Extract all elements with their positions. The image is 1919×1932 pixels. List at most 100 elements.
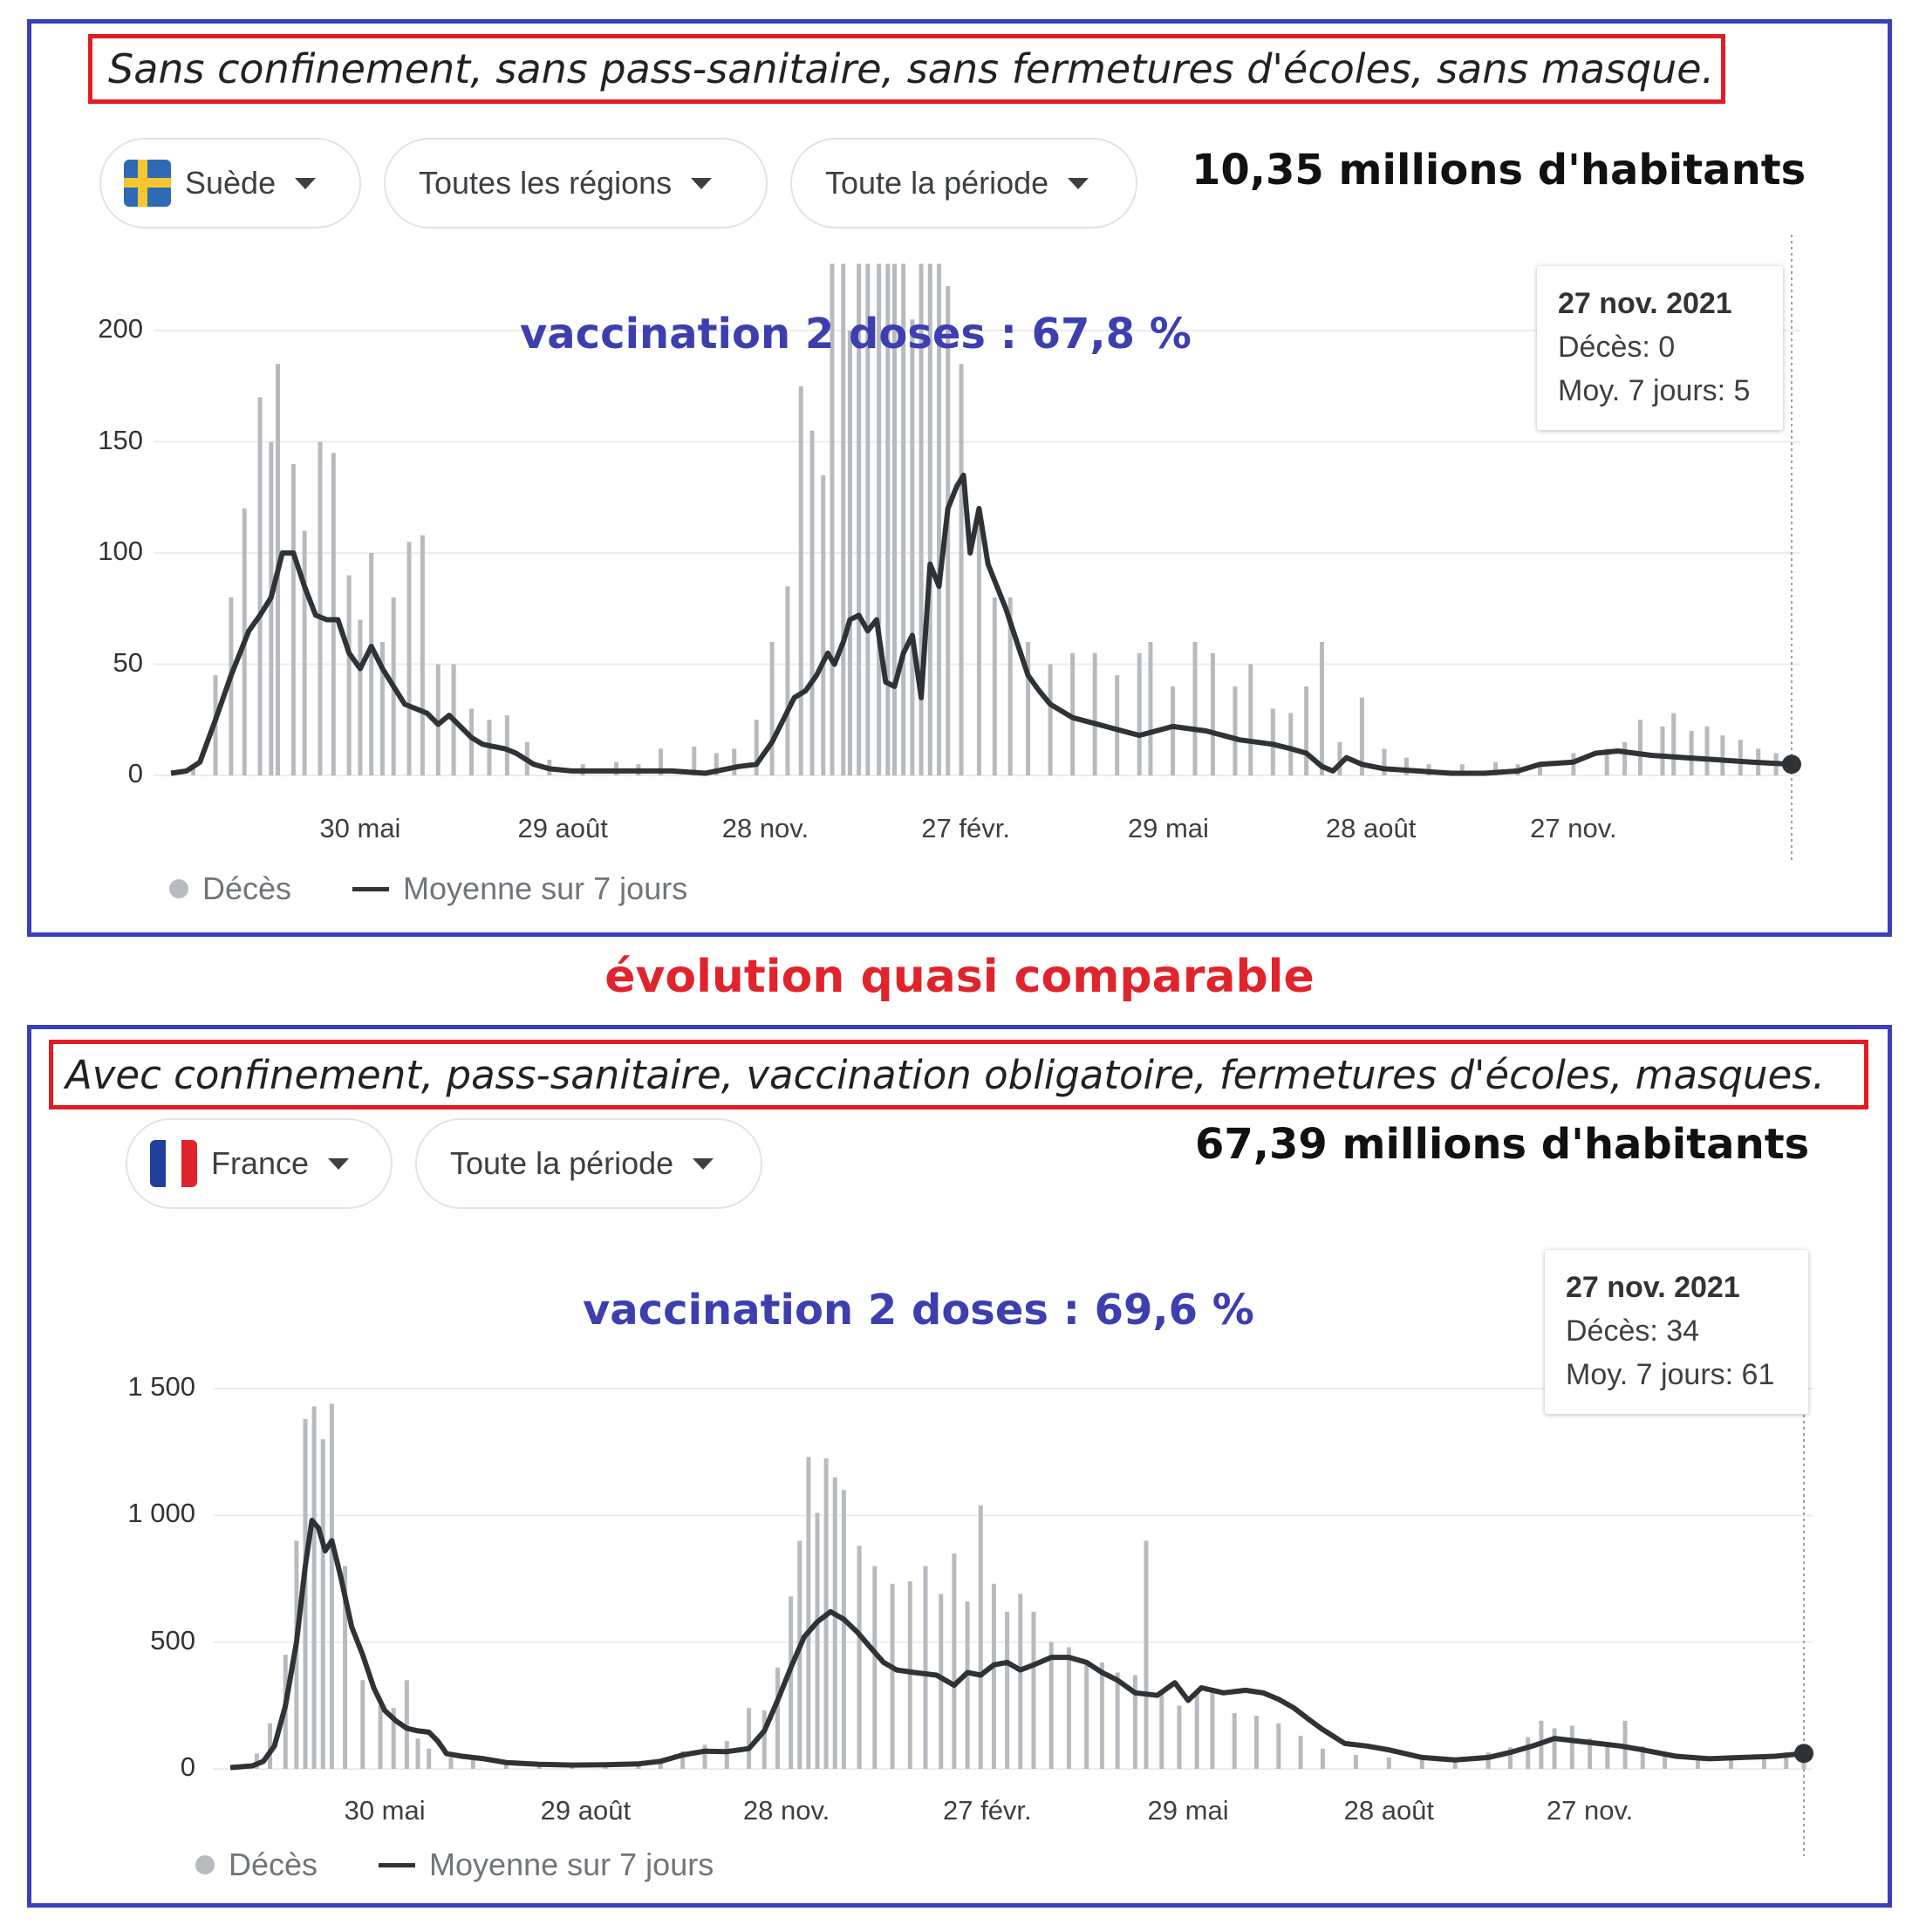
death-bar — [1233, 686, 1238, 775]
country-dropdown[interactable]: Suède — [99, 138, 361, 229]
death-bar — [1005, 1611, 1010, 1769]
france-flag-icon — [150, 1140, 197, 1187]
tooltip-date: 27 nov. 2021 — [1558, 287, 1732, 320]
death-bar — [1761, 1755, 1766, 1769]
france-legend: Décès Moyenne sur 7 jours — [195, 1847, 714, 1883]
death-bar — [1640, 1745, 1645, 1769]
death-bar — [1801, 1760, 1806, 1769]
y-tick-label: 1 500 — [127, 1371, 195, 1402]
death-bar — [907, 1580, 912, 1769]
sweden-panel: Sans confinement, sans pass-sanitaire, s… — [27, 19, 1892, 937]
country-dropdown[interactable]: France — [126, 1118, 393, 1209]
death-bar — [1588, 1738, 1593, 1769]
death-bar — [1386, 1757, 1391, 1769]
country-dropdown-label: Suède — [185, 165, 277, 201]
death-bar — [391, 1708, 396, 1769]
death-bar — [939, 1594, 944, 1769]
sweden-tooltip: 27 nov. 2021 Décès: 0 Moy. 7 jours: 5 — [1537, 266, 1783, 430]
death-bar — [1485, 1752, 1491, 1769]
death-bar — [857, 263, 862, 775]
death-bar — [1048, 1642, 1054, 1769]
death-bar — [1637, 720, 1642, 775]
region-dropdown[interactable]: Toutes les régions — [384, 138, 768, 229]
death-bar — [1177, 1705, 1182, 1769]
y-tick-label: 1 000 — [127, 1498, 195, 1529]
average-line — [229, 1518, 1805, 1771]
legend-line-swatch — [379, 1862, 416, 1867]
sweden-population: 10,35 millions d'habitants — [1192, 146, 1806, 195]
death-bar — [320, 1439, 325, 1769]
x-tick-label: 29 août — [517, 813, 608, 843]
death-bar — [815, 1512, 820, 1769]
death-bar — [1170, 686, 1175, 775]
death-bar — [1622, 741, 1628, 775]
chevron-down-icon — [693, 1157, 714, 1170]
death-bar — [714, 753, 719, 775]
death-bar — [923, 1566, 928, 1769]
sweden-deaths-chart — [154, 235, 1801, 863]
death-bar — [865, 263, 871, 775]
death-bar — [1459, 764, 1465, 775]
death-bar — [1337, 741, 1342, 775]
death-bar — [754, 720, 759, 775]
end-point-marker — [1794, 1744, 1813, 1764]
death-bar — [1099, 1662, 1104, 1769]
death-bar — [885, 263, 891, 775]
death-bar — [890, 1583, 895, 1769]
death-bar — [1382, 748, 1387, 775]
death-bar — [841, 263, 846, 775]
death-bar — [841, 1490, 846, 1769]
death-bar — [404, 1680, 409, 1769]
x-tick-label: 28 nov. — [721, 813, 809, 843]
death-bar — [1115, 1672, 1120, 1769]
france-population: 67,39 millions d'habitants — [1195, 1120, 1810, 1169]
sweden-flag-icon — [124, 160, 171, 207]
death-bar — [692, 746, 697, 775]
death-bar — [303, 1418, 308, 1769]
period-dropdown[interactable]: Toute la période — [790, 138, 1137, 229]
period-dropdown[interactable]: Toute la période — [415, 1118, 762, 1209]
death-bar — [415, 1738, 420, 1769]
death-bar — [809, 430, 815, 775]
death-bar — [1137, 652, 1142, 775]
death-bar — [1084, 1662, 1089, 1769]
death-bar — [229, 597, 234, 775]
death-bar — [1248, 664, 1253, 775]
chevron-down-icon — [328, 1157, 350, 1170]
death-bar — [877, 263, 882, 775]
death-bar — [785, 586, 790, 775]
death-bar — [1604, 748, 1609, 775]
x-tick-label: 27 nov. — [1530, 813, 1617, 843]
death-bar — [1304, 686, 1309, 775]
death-bar — [992, 597, 997, 775]
y-tick-label: 150 — [98, 424, 143, 455]
death-bar — [830, 263, 835, 775]
death-bar — [331, 453, 336, 775]
death-bar — [311, 1406, 317, 1769]
death-bar — [1689, 731, 1694, 775]
end-point-marker — [1782, 754, 1801, 775]
death-bar — [1569, 1725, 1574, 1769]
death-bar — [1192, 642, 1198, 775]
death-bar — [1288, 713, 1294, 775]
death-bar — [1696, 1758, 1701, 1769]
sweden-caption: Sans confinement, sans pass-sanitaire, s… — [88, 34, 1725, 104]
x-tick-label: 29 mai — [1127, 813, 1209, 843]
period-dropdown-label: Toute la période — [450, 1145, 674, 1181]
tooltip-average: Moy. 7 jours: 5 — [1558, 374, 1751, 407]
death-bar — [369, 553, 374, 775]
death-bar — [919, 263, 924, 775]
death-bar — [1605, 1743, 1610, 1769]
death-bar — [1132, 1675, 1137, 1769]
x-tick-label: 30 mai — [319, 813, 401, 843]
death-bar — [268, 1723, 273, 1769]
death-bar — [1359, 697, 1364, 775]
tooltip-deaths: Décès: 34 — [1566, 1314, 1700, 1348]
death-bar — [789, 1596, 794, 1769]
y-tick-label: 0 — [180, 1751, 195, 1782]
france-deaths-chart — [213, 1293, 1813, 1856]
death-bar — [503, 1762, 509, 1769]
death-bar — [1018, 1594, 1023, 1769]
death-bar — [702, 1744, 707, 1769]
death-bar — [1507, 1747, 1513, 1769]
